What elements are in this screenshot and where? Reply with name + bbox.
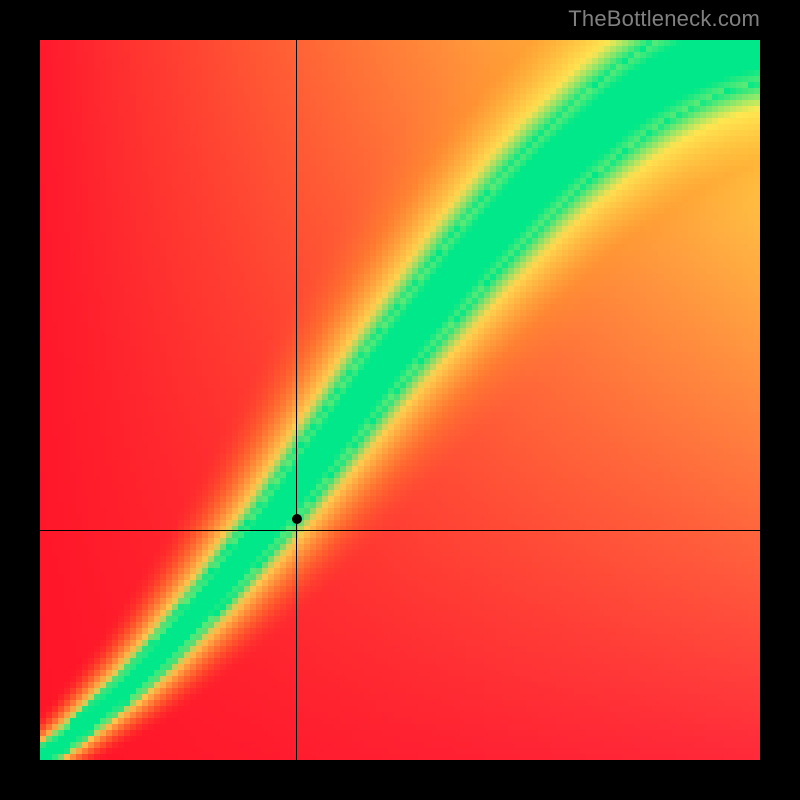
attribution-text: TheBottleneck.com bbox=[568, 6, 760, 32]
heatmap-plot bbox=[40, 40, 760, 760]
heatmap-canvas bbox=[40, 40, 760, 760]
crosshair-marker bbox=[292, 514, 302, 524]
